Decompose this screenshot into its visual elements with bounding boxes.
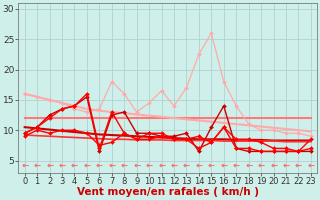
X-axis label: Vent moyen/en rafales ( km/h ): Vent moyen/en rafales ( km/h ) xyxy=(77,187,259,197)
